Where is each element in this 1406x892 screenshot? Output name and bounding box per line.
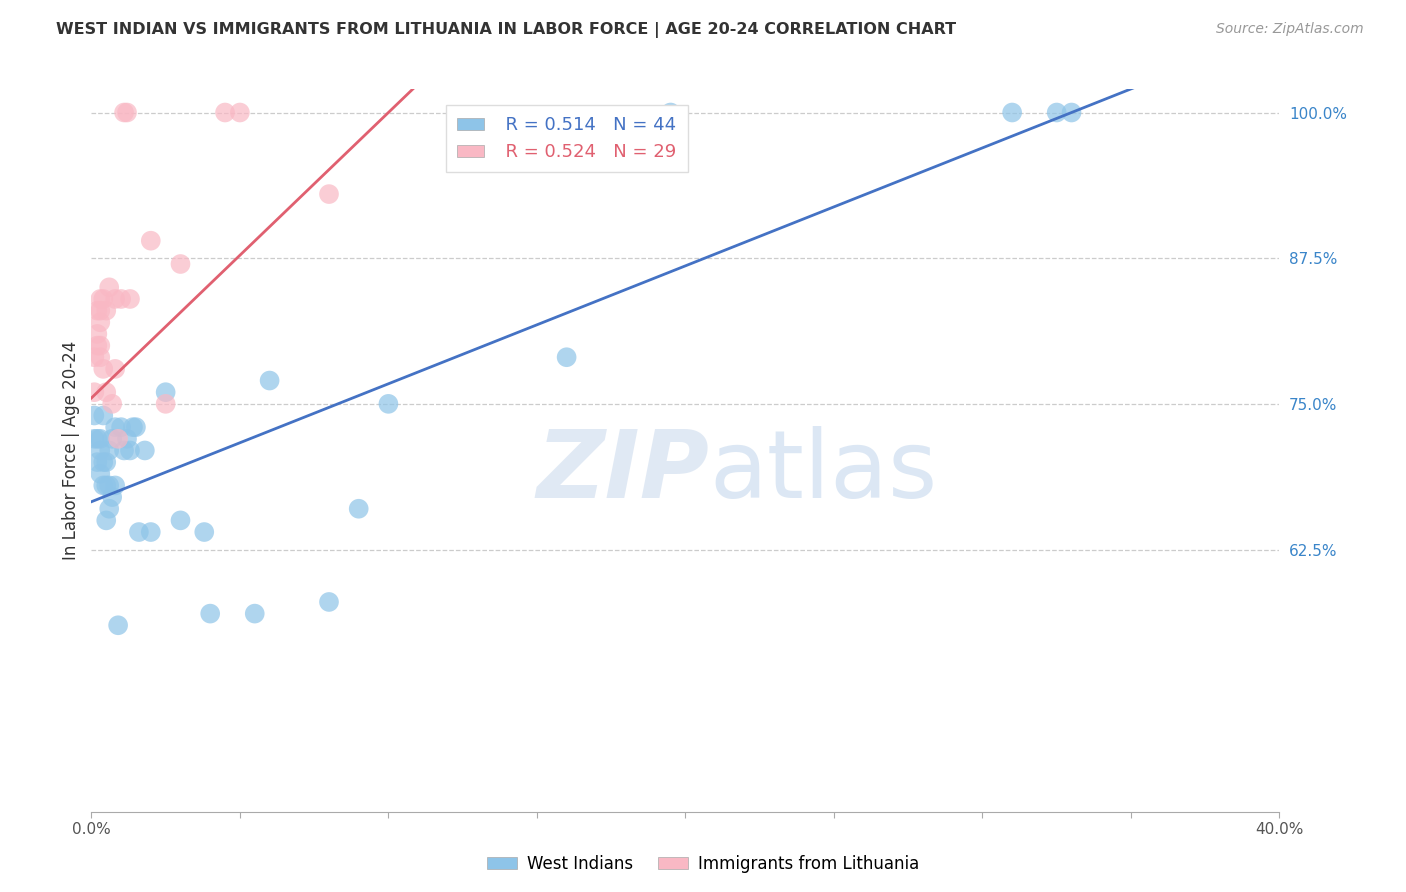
Point: [214, 105, 236, 120]
Point: [318, 187, 340, 202]
Point: [125, 420, 148, 434]
Point: [91, 362, 114, 376]
Point: [1001, 105, 1024, 120]
Point: [101, 432, 124, 446]
Point: [89, 467, 111, 481]
Point: [229, 105, 252, 120]
Point: [377, 397, 399, 411]
Point: [110, 420, 132, 434]
Point: [96, 385, 118, 400]
Point: [96, 303, 118, 318]
Point: [112, 105, 135, 120]
Point: [91, 455, 114, 469]
Point: [98, 443, 121, 458]
Legend:   R = 0.514   N = 44,   R = 0.524   N = 29: R = 0.514 N = 44, R = 0.524 N = 29: [446, 105, 688, 172]
Point: [128, 524, 150, 539]
Point: [98, 501, 121, 516]
Point: [169, 257, 191, 271]
Text: atlas: atlas: [709, 426, 938, 518]
Point: [83, 385, 105, 400]
Point: [104, 362, 127, 376]
Point: [86, 338, 108, 352]
Point: [89, 338, 111, 352]
Point: [110, 292, 132, 306]
Point: [155, 385, 177, 400]
Point: [155, 397, 177, 411]
Point: [104, 478, 127, 492]
Point: [200, 607, 222, 621]
Point: [96, 513, 118, 527]
Point: [107, 432, 129, 446]
Point: [101, 490, 124, 504]
Point: [98, 478, 121, 492]
Point: [101, 397, 124, 411]
Point: [91, 478, 114, 492]
Point: [104, 292, 127, 306]
Legend: West Indians, Immigrants from Lithuania: West Indians, Immigrants from Lithuania: [479, 848, 927, 880]
Point: [169, 513, 191, 527]
Point: [115, 105, 138, 120]
Point: [89, 315, 111, 329]
Point: [86, 432, 108, 446]
Point: [89, 303, 111, 318]
Point: [347, 501, 370, 516]
Point: [139, 524, 162, 539]
Point: [86, 326, 108, 341]
Point: [83, 432, 105, 446]
Point: [104, 420, 127, 434]
Point: [122, 420, 145, 434]
Point: [318, 595, 340, 609]
Point: [96, 478, 118, 492]
Point: [1046, 105, 1069, 120]
Point: [193, 524, 215, 539]
Point: [96, 455, 118, 469]
Point: [89, 350, 111, 364]
Point: [83, 350, 105, 364]
Point: [91, 292, 114, 306]
Text: WEST INDIAN VS IMMIGRANTS FROM LITHUANIA IN LABOR FORCE | AGE 20-24 CORRELATION : WEST INDIAN VS IMMIGRANTS FROM LITHUANIA…: [56, 22, 956, 38]
Point: [91, 409, 114, 423]
Point: [134, 443, 156, 458]
Point: [89, 292, 111, 306]
Point: [259, 374, 281, 388]
Point: [112, 443, 135, 458]
Point: [98, 280, 121, 294]
Point: [89, 443, 111, 458]
Point: [1060, 105, 1083, 120]
Point: [107, 618, 129, 632]
Point: [86, 303, 108, 318]
Point: [115, 432, 138, 446]
Point: [659, 105, 682, 120]
Point: [555, 350, 578, 364]
Point: [243, 607, 266, 621]
Point: [118, 443, 141, 458]
Point: [118, 292, 141, 306]
Y-axis label: In Labor Force | Age 20-24: In Labor Force | Age 20-24: [62, 341, 80, 560]
Text: Source: ZipAtlas.com: Source: ZipAtlas.com: [1216, 22, 1364, 37]
Text: ZIP: ZIP: [536, 426, 709, 518]
Point: [139, 234, 162, 248]
Point: [86, 455, 108, 469]
Point: [83, 409, 105, 423]
Point: [89, 432, 111, 446]
